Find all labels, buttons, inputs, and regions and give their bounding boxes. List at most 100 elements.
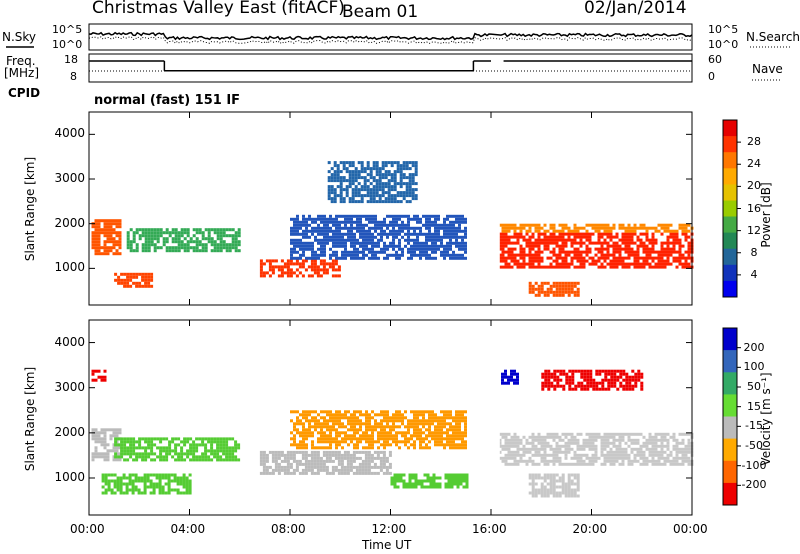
velocity-cell xyxy=(684,450,688,454)
power-cell xyxy=(597,265,601,269)
velocity-cell xyxy=(681,456,685,460)
velocity-cell xyxy=(262,459,266,463)
velocity-cell xyxy=(283,453,287,457)
power-cell xyxy=(386,235,389,239)
velocity-cell xyxy=(143,482,147,486)
velocity-cell xyxy=(413,416,416,420)
velocity-cell xyxy=(666,432,670,436)
power-colorbar-swatch xyxy=(723,280,737,298)
power-cell xyxy=(687,229,691,233)
velocity-cell xyxy=(549,447,553,451)
velocity-cell xyxy=(113,479,117,483)
power-cell xyxy=(295,268,299,272)
power-cell xyxy=(537,262,541,266)
velocity-cell xyxy=(613,372,617,376)
power-cell xyxy=(369,182,373,186)
power-cell xyxy=(332,250,335,254)
velocity-cell xyxy=(359,422,362,426)
velocity-cell xyxy=(144,458,148,462)
velocity-cell xyxy=(379,459,383,463)
power-cell xyxy=(561,256,565,260)
power-cell xyxy=(455,256,458,260)
velocity-cell xyxy=(510,456,514,460)
velocity-cell xyxy=(434,434,437,438)
power-cell xyxy=(109,228,113,232)
velocity-cell xyxy=(115,458,119,462)
velocity-cell xyxy=(592,387,596,391)
power-cell xyxy=(678,253,682,257)
velocity-cell xyxy=(648,450,652,454)
velocity-cell xyxy=(452,446,455,450)
velocity-cell xyxy=(621,459,625,463)
velocity-cell xyxy=(455,434,458,438)
power-cell xyxy=(437,226,440,230)
power-cell xyxy=(507,238,511,242)
velocity-cell xyxy=(678,441,682,445)
power-cell xyxy=(621,259,625,263)
velocity-cell xyxy=(607,378,611,382)
velocity-cell xyxy=(335,440,338,444)
power-cell xyxy=(675,229,679,233)
power-cell xyxy=(612,256,616,260)
velocity-cell xyxy=(573,441,577,445)
power-cell xyxy=(301,259,305,263)
noise-tick-bottom-right: 10^0 xyxy=(708,38,739,51)
power-cell xyxy=(375,182,379,186)
velocity-cell xyxy=(663,438,667,442)
velocity-cell xyxy=(383,446,386,450)
power-cell xyxy=(419,253,422,257)
velocity-cell xyxy=(510,438,514,442)
velocity-cell xyxy=(201,455,205,459)
velocity-cell xyxy=(370,453,374,457)
power-cell xyxy=(411,191,415,195)
velocity-cell xyxy=(507,447,511,451)
power-cell xyxy=(350,226,353,230)
power-cell xyxy=(387,188,391,192)
velocity-cell xyxy=(504,369,507,373)
power-cell xyxy=(345,170,349,174)
velocity-cell xyxy=(429,485,433,489)
velocity-cell xyxy=(326,428,329,432)
velocity-cell xyxy=(425,434,428,438)
velocity-cell xyxy=(320,422,323,426)
power-cell xyxy=(416,244,419,248)
velocity-cell xyxy=(556,375,560,379)
power-cell xyxy=(416,241,419,245)
power-cell xyxy=(672,259,676,263)
velocity-cell xyxy=(399,473,403,477)
velocity-cell xyxy=(453,476,457,480)
velocity-cell xyxy=(367,459,371,463)
power-cell xyxy=(519,244,523,248)
velocity-cell xyxy=(292,468,296,472)
power-cell xyxy=(371,232,374,236)
velocity-cell xyxy=(663,459,667,463)
velocity-cell xyxy=(446,434,449,438)
velocity-cell xyxy=(660,444,664,448)
velocity-cell xyxy=(583,384,587,388)
velocity-cell xyxy=(558,479,562,483)
power-cell xyxy=(687,235,691,239)
velocity-cell xyxy=(645,438,649,442)
velocity-cell xyxy=(531,462,535,466)
power-cell xyxy=(419,217,422,221)
velocity-cell xyxy=(192,458,196,462)
power-cell xyxy=(375,167,379,171)
power-cell xyxy=(368,220,371,224)
velocity-cell xyxy=(385,465,389,469)
velocity-cell xyxy=(198,443,202,447)
velocity-cell xyxy=(408,482,412,486)
power-cell xyxy=(103,249,107,253)
velocity-cell xyxy=(576,479,580,483)
velocity-cell xyxy=(393,482,397,486)
power-cell xyxy=(390,173,394,177)
velocity-cell xyxy=(138,437,142,441)
velocity-cell xyxy=(213,449,217,453)
velocity-cell xyxy=(432,482,436,486)
power-cell xyxy=(528,226,532,230)
velocity-cell xyxy=(94,455,98,459)
velocity-cell xyxy=(525,441,529,445)
velocity-cell xyxy=(546,476,550,480)
power-cell xyxy=(135,281,139,285)
power-cell xyxy=(636,244,640,248)
power-cell xyxy=(374,214,377,218)
